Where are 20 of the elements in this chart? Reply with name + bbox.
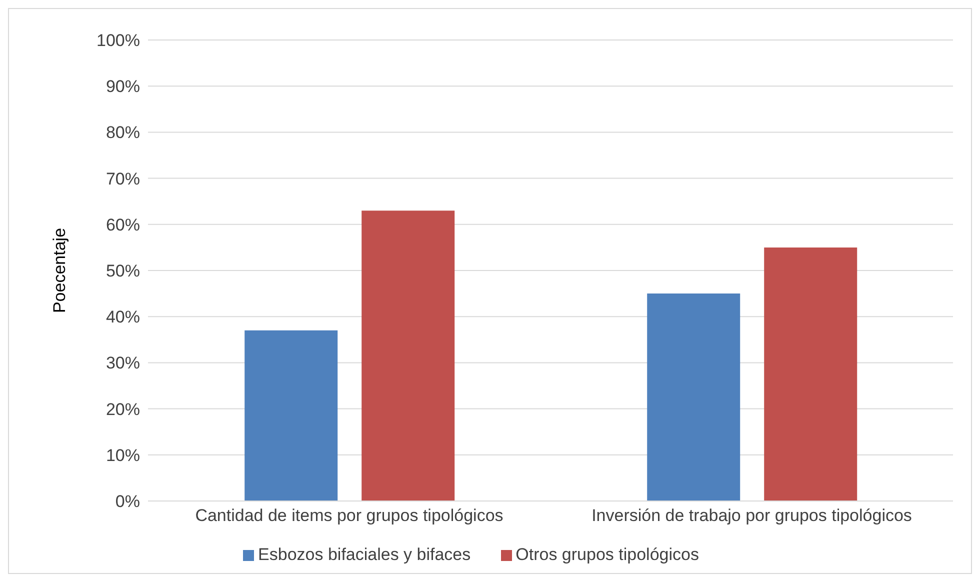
- x-tick-label: Cantidad de items por grupos tipológicos: [195, 506, 504, 526]
- y-tick-label: 20%: [106, 400, 140, 419]
- y-tick-label: 60%: [106, 215, 140, 234]
- legend-label: Esbozos bifaciales y bifaces: [258, 545, 471, 564]
- bar: [764, 247, 858, 501]
- y-tick-label: 0%: [115, 492, 140, 512]
- y-tick-label: 100%: [96, 31, 140, 50]
- bar: [362, 210, 455, 501]
- y-tick-label: 90%: [106, 77, 140, 96]
- legend-label: Otros grupos tipológicos: [516, 545, 699, 564]
- bar: [244, 330, 338, 501]
- bar: [647, 294, 740, 501]
- y-axis-title: Poecentaje: [50, 228, 70, 314]
- y-tick-label: 80%: [106, 123, 140, 142]
- y-tick-label: 30%: [106, 354, 140, 373]
- y-tick-label: 50%: [106, 262, 140, 281]
- x-tick-label: Inversión de trabajo por grupos tipológicos: [592, 506, 912, 526]
- y-tick-label: 70%: [106, 169, 140, 188]
- y-tick-label: 10%: [106, 446, 140, 465]
- y-tick-label: 40%: [106, 308, 140, 327]
